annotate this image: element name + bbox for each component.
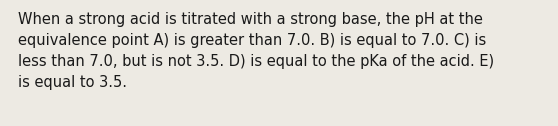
Text: When a strong acid is titrated with a strong base, the pH at the
equivalence poi: When a strong acid is titrated with a st… <box>18 12 494 90</box>
